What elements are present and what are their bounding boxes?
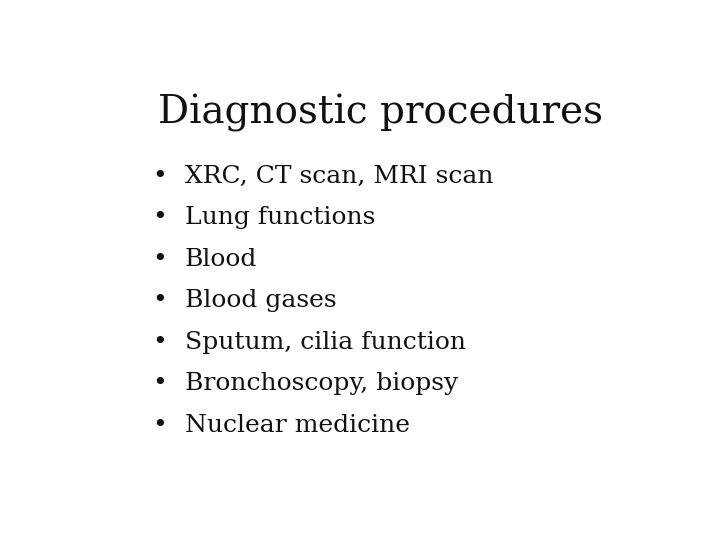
Text: Blood: Blood [185, 248, 257, 271]
Text: Diagnostic procedures: Diagnostic procedures [158, 94, 603, 132]
Text: Nuclear medicine: Nuclear medicine [185, 414, 410, 437]
Text: XRC, CT scan, MRI scan: XRC, CT scan, MRI scan [185, 165, 493, 187]
Text: •: • [153, 165, 167, 187]
Text: •: • [153, 289, 167, 312]
Text: Blood gases: Blood gases [185, 289, 336, 312]
Text: •: • [153, 414, 167, 437]
Text: Lung functions: Lung functions [185, 206, 375, 229]
Text: •: • [153, 248, 167, 271]
Text: •: • [153, 206, 167, 229]
Text: Sputum, cilia function: Sputum, cilia function [185, 331, 466, 354]
Text: •: • [153, 331, 167, 354]
Text: Bronchoscopy, biopsy: Bronchoscopy, biopsy [185, 373, 458, 395]
Text: •: • [153, 373, 167, 395]
